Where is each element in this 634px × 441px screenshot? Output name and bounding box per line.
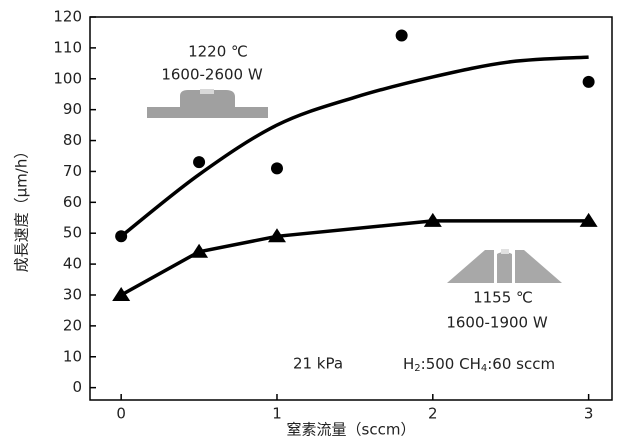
gas-part: :500 CH	[421, 355, 481, 373]
point	[423, 212, 442, 227]
y-tick-label: 50	[63, 224, 82, 242]
y-axis-label: 成長速度（μm/h）	[13, 144, 31, 273]
point	[579, 212, 598, 227]
y-tick-label: 20	[63, 316, 82, 334]
point	[112, 286, 131, 301]
y-tick-label: 120	[53, 8, 82, 26]
annotation: 1600-1900 W	[446, 314, 548, 332]
gas-part: H	[403, 355, 414, 373]
icon-lower	[447, 249, 562, 283]
point	[270, 162, 283, 175]
annotation: 1220 ℃	[188, 43, 248, 61]
y-tick-label: 30	[63, 285, 82, 303]
plot-frame	[89, 16, 613, 401]
point	[193, 156, 206, 169]
x-tick-label: 1	[272, 405, 282, 423]
gas-sub: 2	[414, 363, 420, 374]
gas-sub: 4	[481, 363, 487, 374]
x-tick-label: 0	[116, 405, 126, 423]
gas-label: H2:500 CH4:60 sccm	[403, 355, 555, 375]
annotation: 1155 ℃	[473, 289, 533, 307]
y-tick-label: 90	[63, 100, 82, 118]
x-tick-label: 3	[584, 405, 594, 423]
y-tick-label: 70	[63, 162, 82, 180]
annotation: 21 kPa	[293, 355, 343, 373]
annotation: 1600-2600 W	[161, 66, 263, 84]
point	[190, 243, 209, 258]
y-tick-label: 110	[53, 38, 82, 56]
y-tick-label: 80	[63, 131, 82, 149]
y-tick-label: 0	[72, 378, 82, 396]
y-tick-label: 60	[63, 193, 82, 211]
y-tick-label: 100	[53, 69, 82, 87]
icon-upper	[147, 89, 268, 118]
point	[582, 75, 595, 88]
x-axis-label: 窒素流量（sccm）	[287, 421, 416, 439]
gas-part: :60 sccm	[487, 355, 555, 373]
y-tick-label: 10	[63, 347, 82, 365]
y-tick-label: 40	[63, 255, 82, 273]
fit-line	[120, 55, 589, 238]
point	[267, 228, 286, 243]
point	[395, 29, 408, 42]
x-tick-label: 2	[428, 405, 438, 423]
